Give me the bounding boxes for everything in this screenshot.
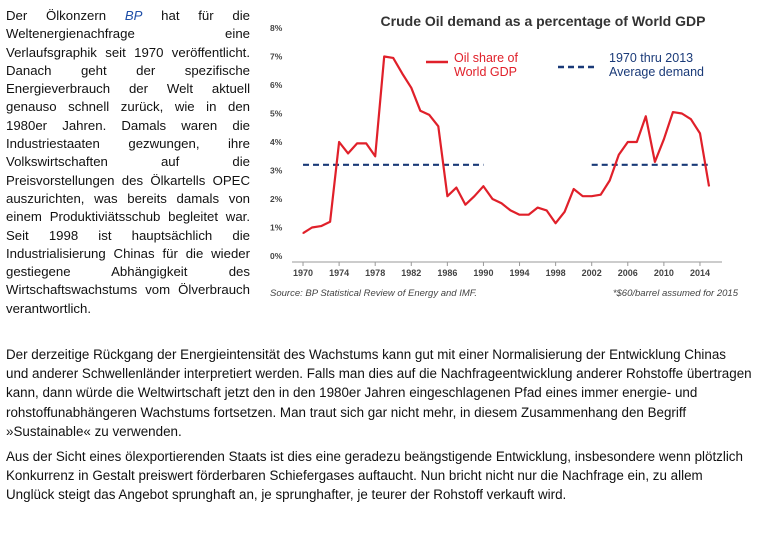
oil-share-point [663, 138, 665, 140]
oil-share-point [627, 141, 629, 143]
chart-title: Crude Oil demand as a percentage of Worl… [381, 13, 706, 29]
y-tick-label: 0% [270, 251, 283, 261]
oil-share-point [654, 161, 656, 163]
y-tick-label: 1% [270, 223, 283, 233]
oil-share-point [482, 185, 485, 187]
oil-share-point [365, 142, 367, 145]
oil-share-line [302, 55, 711, 235]
oil-share-point [636, 141, 638, 143]
oil-share-point [708, 185, 710, 187]
intro-text: Der Ölkonzern BP hat für die Weltenergie… [6, 7, 250, 318]
oil-share-point [302, 232, 304, 234]
oil-share-point [446, 195, 448, 197]
oil-share-point [374, 155, 376, 157]
x-tick-label: 1994 [510, 268, 530, 278]
oil-share-point [419, 110, 421, 112]
oil-share-point [464, 204, 467, 206]
oil-share-point [600, 194, 602, 196]
oil-share-point [618, 154, 620, 156]
y-tick-label: 7% [270, 52, 283, 62]
oil-share-point [699, 132, 701, 135]
oil-share-point [645, 115, 647, 117]
oil-share-point [527, 214, 530, 216]
oil-share-point [401, 73, 403, 75]
paragraph-1: Der derzeitige Rückgang der Energieinten… [6, 347, 752, 439]
y-tick-label: 5% [270, 109, 283, 119]
oil-share-point [311, 226, 313, 229]
oil-share-point [347, 152, 349, 154]
oil-share-point [555, 222, 557, 224]
legend-label-oil-share-1: Oil share of [454, 51, 518, 65]
oil-share-point [320, 225, 322, 227]
oil-share-point [392, 57, 394, 59]
legend-label-average-2: Average demand [609, 65, 704, 79]
x-axis: 1970 1974 1978 1982 1986 1990 1994 1998 2002 2006… [292, 261, 722, 278]
x-tick-label: 1986 [437, 268, 457, 278]
oil-share-point [681, 112, 683, 115]
y-tick-label: 8% [270, 23, 283, 33]
x-tick-label: 2006 [618, 268, 638, 278]
paragraph-2: Aus der Sicht eines ölexportierenden Sta… [6, 449, 743, 503]
legend-label-oil-share-2: World GDP [454, 65, 517, 79]
oil-share-point [582, 195, 584, 197]
oil-share-point [591, 195, 593, 197]
oil-share-point [491, 198, 494, 200]
x-tick-label: 1974 [329, 268, 349, 278]
oil-share-point [473, 195, 476, 197]
x-tick-label: 2002 [582, 268, 602, 278]
oil-share-point [500, 202, 503, 204]
chart-legend: Oil share of World GDP 1970 thru 2013 Av… [426, 51, 704, 79]
oil-share-point [410, 87, 412, 89]
oil-demand-chart: Crude Oil demand as a percentage of Worl… [258, 4, 754, 304]
oil-share-point [672, 111, 674, 113]
y-tick-label: 6% [270, 80, 283, 90]
oil-share-point [518, 214, 521, 216]
chart-svg: Crude Oil demand as a percentage of Worl… [270, 13, 739, 299]
oil-share-point [428, 114, 430, 116]
bp-link[interactable]: BP [124, 8, 143, 23]
y-axis: 0% 1% 2% 3% 4% 5% 6% 7% 8% [270, 23, 283, 261]
chart-source-note: Source: BP Statistical Review of Energy … [270, 288, 477, 299]
x-tick-label: 1998 [546, 268, 566, 278]
oil-share-point [329, 221, 331, 223]
oil-share-point [509, 209, 512, 211]
x-tick-label: 2010 [654, 268, 674, 278]
oil-share-point [383, 55, 385, 58]
chart-footnote: *$60/barrel assumed for 2015 [613, 288, 739, 299]
x-tick-label: 1990 [473, 268, 493, 278]
intro-text-pre: Der Ölkonzern [6, 8, 125, 23]
y-tick-label: 2% [270, 194, 283, 204]
oil-share-series [302, 55, 711, 235]
x-tick-label: 1978 [365, 268, 385, 278]
oil-share-point [573, 188, 575, 190]
oil-share-point [437, 125, 439, 127]
y-tick-label: 4% [270, 137, 283, 147]
oil-share-point [536, 206, 539, 209]
x-tick-label: 1970 [293, 268, 313, 278]
y-tick-label: 3% [270, 166, 283, 176]
x-tick-label: 2014 [690, 268, 710, 278]
oil-share-point [338, 141, 340, 143]
legend-label-average-1: 1970 thru 2013 [609, 51, 693, 65]
intro-text-post: hat für die Weltenergienachfrage eine Ve… [6, 8, 250, 316]
oil-share-point [545, 209, 548, 211]
oil-share-point [609, 179, 611, 182]
oil-share-point [564, 211, 566, 213]
oil-share-point [455, 187, 457, 189]
oil-share-point [356, 142, 358, 145]
x-tick-label: 1982 [401, 268, 421, 278]
oil-share-point [690, 118, 692, 120]
